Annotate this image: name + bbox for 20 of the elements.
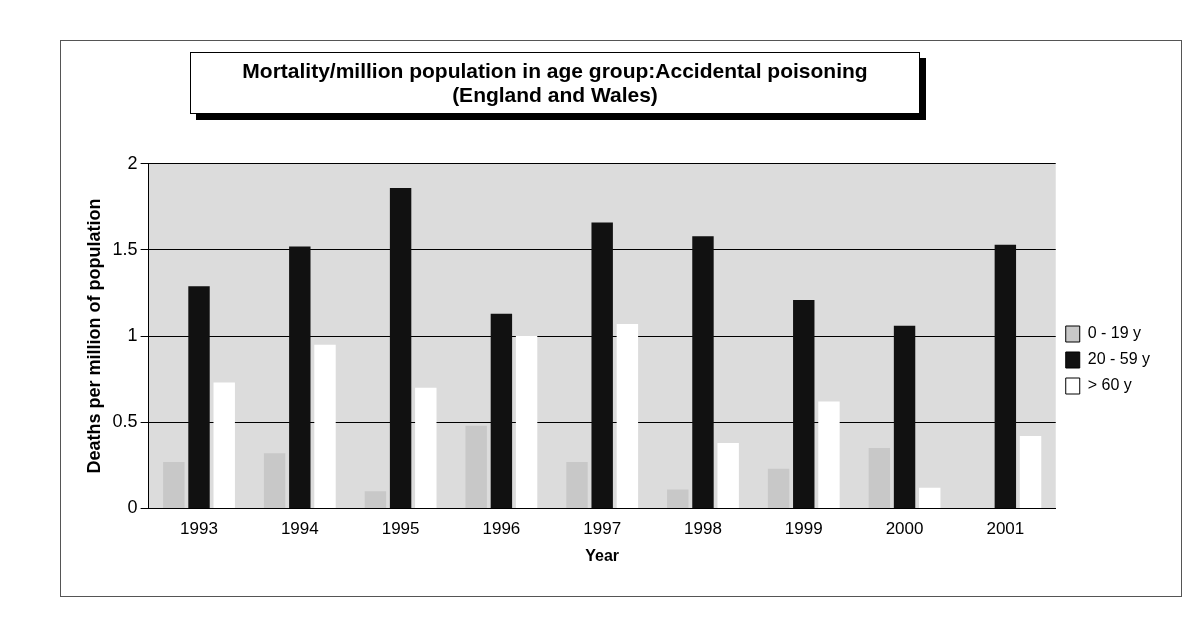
y-tick-label: 1 xyxy=(127,325,138,346)
x-tick-label: 2001 xyxy=(986,519,1025,539)
x-tick-label: 2000 xyxy=(885,519,924,539)
x-tick-label: 1999 xyxy=(784,519,823,539)
y-tick-label: 1.5 xyxy=(112,238,138,259)
y-axis-title: Deaths per million of population xyxy=(83,198,104,474)
x-tick-label: 1996 xyxy=(482,519,521,539)
x-tick-label: 1998 xyxy=(684,519,722,539)
x-tick-label: 1997 xyxy=(583,519,622,539)
x-tick-label: 1994 xyxy=(280,519,319,539)
chart-title: Mortality/million population in age group:Accidental poisoning (England and Wales) xyxy=(190,52,920,114)
x-axis-title: Year xyxy=(585,546,620,564)
legend-label: 20 - 59 y xyxy=(1087,350,1151,368)
y-tick-label: 0.5 xyxy=(112,411,138,432)
legend-label: > 60 y xyxy=(1087,376,1132,394)
x-tick-label: 1995 xyxy=(381,519,420,539)
x-tick-label: 1993 xyxy=(180,519,218,539)
legend-label: 0 - 19 y xyxy=(1087,324,1142,342)
y-tick-label: 2 xyxy=(127,152,138,173)
y-tick-label: 0 xyxy=(127,497,138,518)
